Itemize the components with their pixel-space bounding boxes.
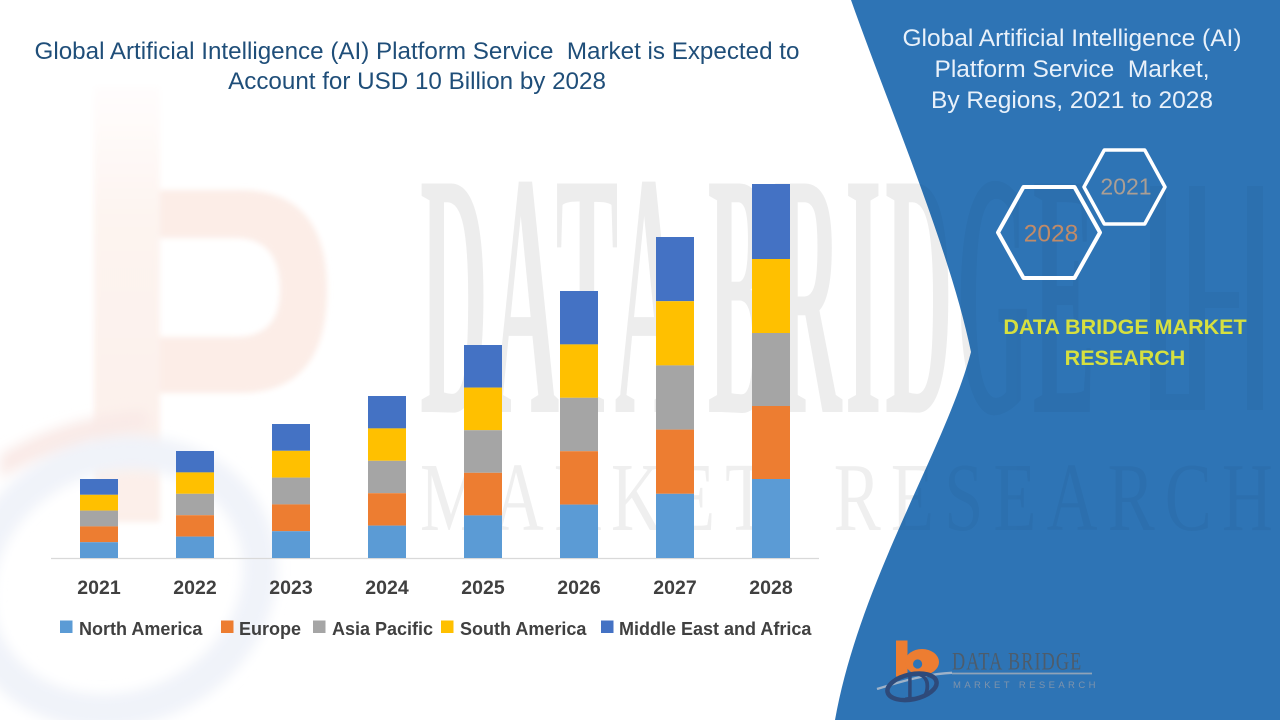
- svg-text:2025: 2025: [461, 577, 505, 599]
- svg-text:2022: 2022: [173, 577, 217, 599]
- svg-text:2026: 2026: [557, 577, 601, 599]
- svg-text:2027: 2027: [653, 577, 696, 599]
- svg-text:DATA BRIDGE: DATA BRIDGE: [952, 647, 1082, 676]
- svg-text:2021: 2021: [77, 577, 121, 599]
- svg-text:Europe: Europe: [239, 619, 301, 639]
- svg-text:2024: 2024: [365, 577, 409, 599]
- svg-text:2028: 2028: [1024, 221, 1079, 248]
- svg-text:North America: North America: [79, 619, 203, 639]
- svg-text:Middle East and Africa: Middle East and Africa: [619, 619, 812, 639]
- svg-text:MARKET RESEARCH: MARKET RESEARCH: [953, 680, 1099, 691]
- svg-text:D: D: [904, 667, 931, 708]
- svg-text:2023: 2023: [269, 577, 313, 599]
- svg-text:2021: 2021: [1100, 174, 1151, 200]
- svg-text:2028: 2028: [749, 577, 793, 599]
- svg-text:South America: South America: [460, 619, 587, 639]
- svg-text:Asia Pacific: Asia Pacific: [332, 619, 433, 639]
